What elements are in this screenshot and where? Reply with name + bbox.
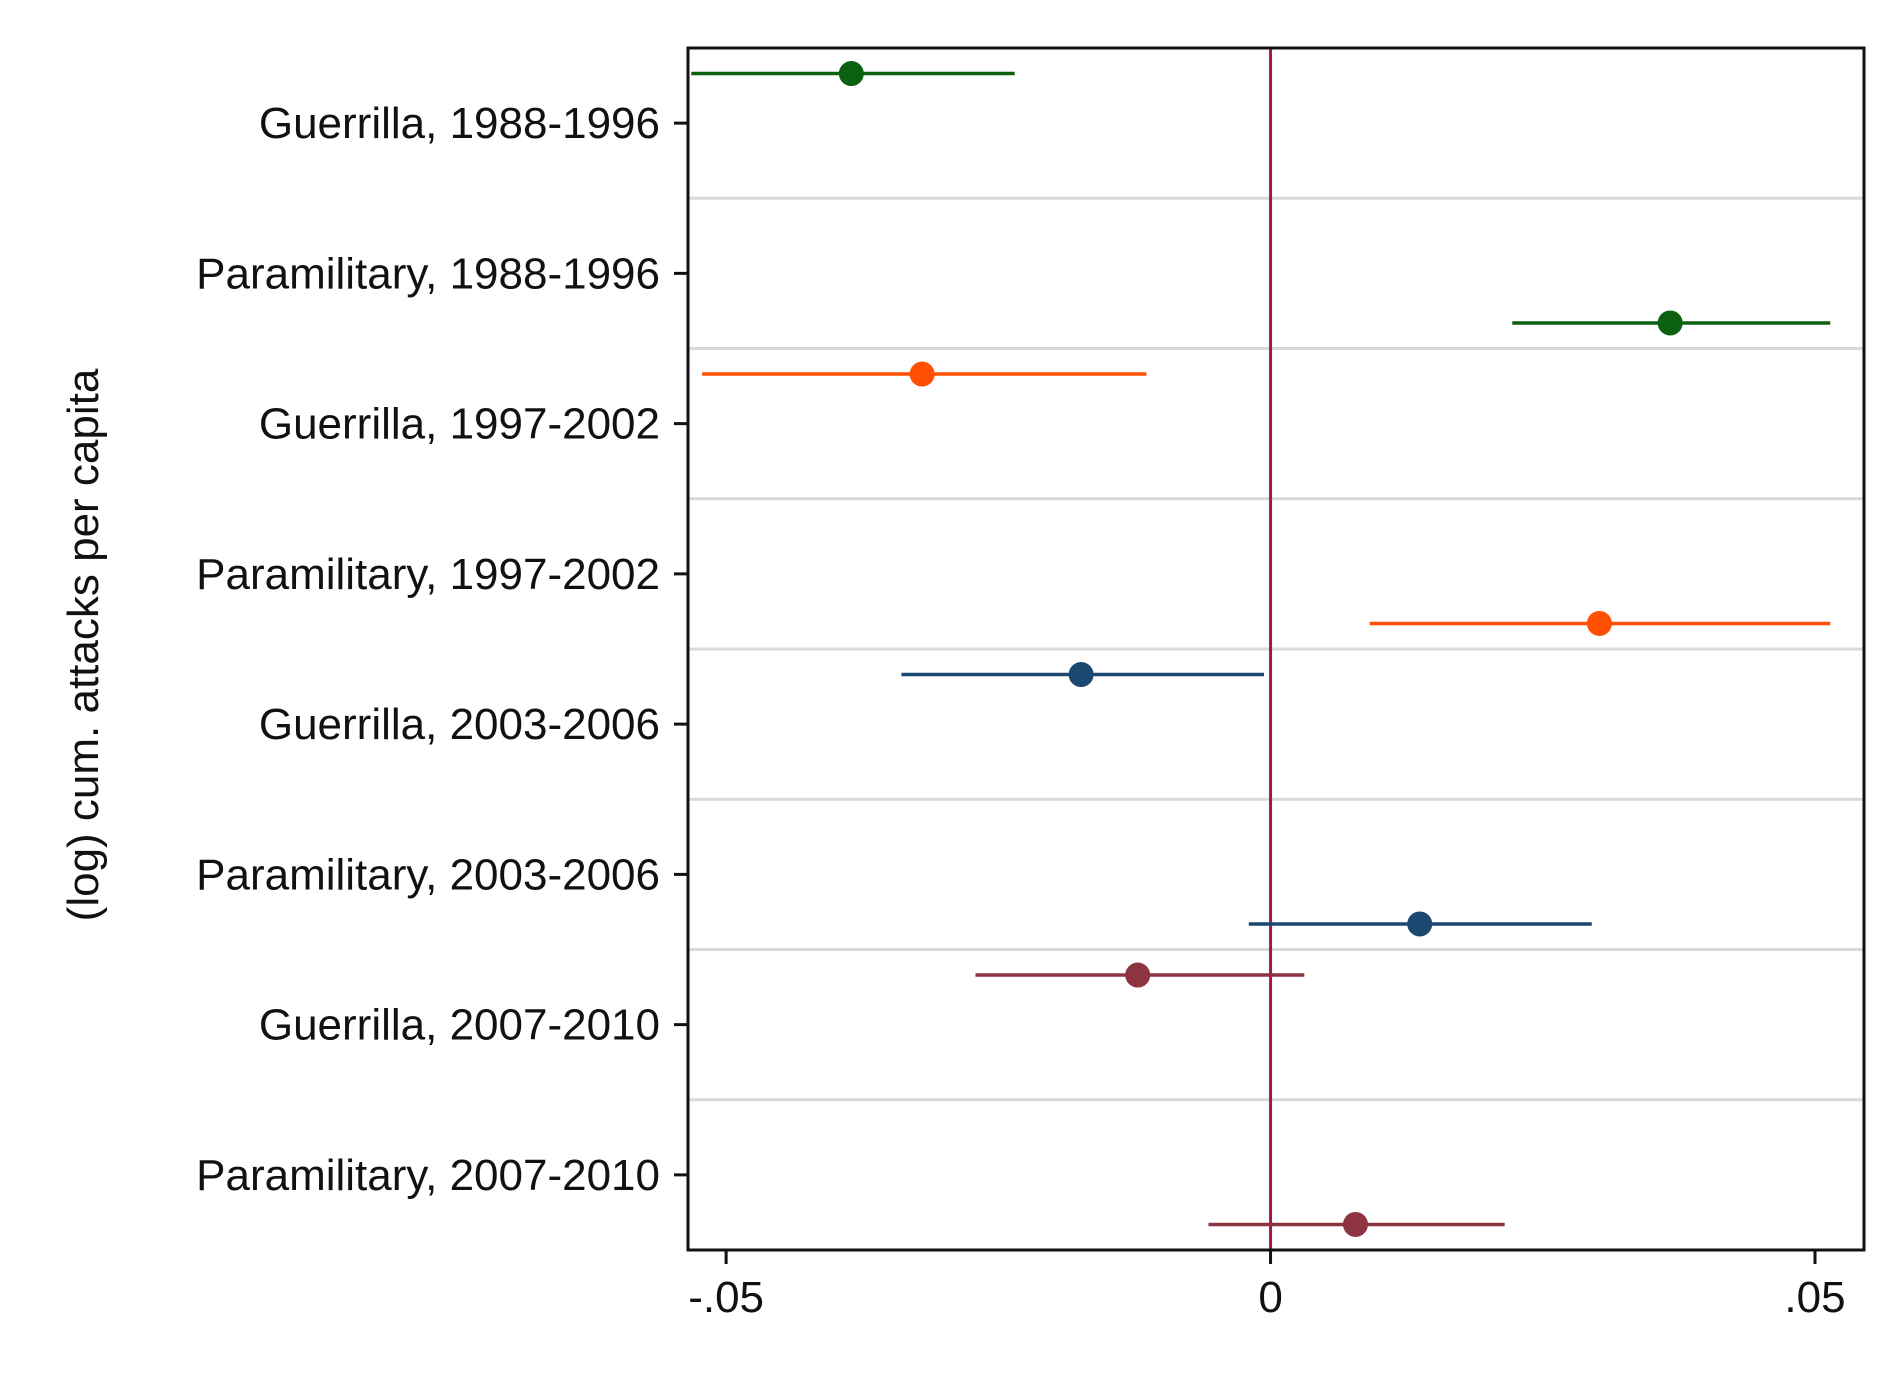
y-axis-title: (log) cum. attacks per capita (59, 368, 108, 921)
point-estimate (909, 361, 935, 387)
y-tick-label: Guerrilla, 1997-2002 (259, 400, 660, 449)
plot-border (686, 46, 1866, 1252)
x-tick-label: 0 (1258, 1273, 1282, 1322)
x-axis: -.05 0 .05 (688, 1250, 1846, 1322)
y-tick-label: Paramilitary, 1988-1996 (196, 249, 660, 298)
point-estimate (838, 61, 864, 87)
row-separators (688, 196, 1864, 1102)
y-tick-label: Guerrilla, 2007-2010 (259, 1001, 660, 1050)
x-tick-label: -.05 (688, 1273, 764, 1322)
point-estimate (1657, 310, 1683, 336)
x-tick-label: .05 (1784, 1273, 1845, 1322)
y-tick-label: Paramilitary, 1997-2002 (196, 550, 660, 599)
y-tick-label: Guerrilla, 2003-2006 (259, 700, 660, 749)
y-tick-label: Guerrilla, 1988-1996 (259, 99, 660, 148)
y-tick-label: Paramilitary, 2007-2010 (196, 1151, 660, 1200)
plot-frame (686, 46, 1866, 1252)
point-estimate (1125, 962, 1151, 988)
point-estimate (1342, 1211, 1368, 1237)
estimates (691, 61, 1831, 1237)
point-estimate (1068, 662, 1094, 688)
y-tick-label: Paramilitary, 2003-2006 (196, 850, 660, 899)
point-estimate (1586, 610, 1612, 636)
point-estimate (1407, 911, 1433, 937)
y-axis: Guerrilla, 1988-1996 Paramilitary, 1988-1… (196, 99, 688, 1200)
